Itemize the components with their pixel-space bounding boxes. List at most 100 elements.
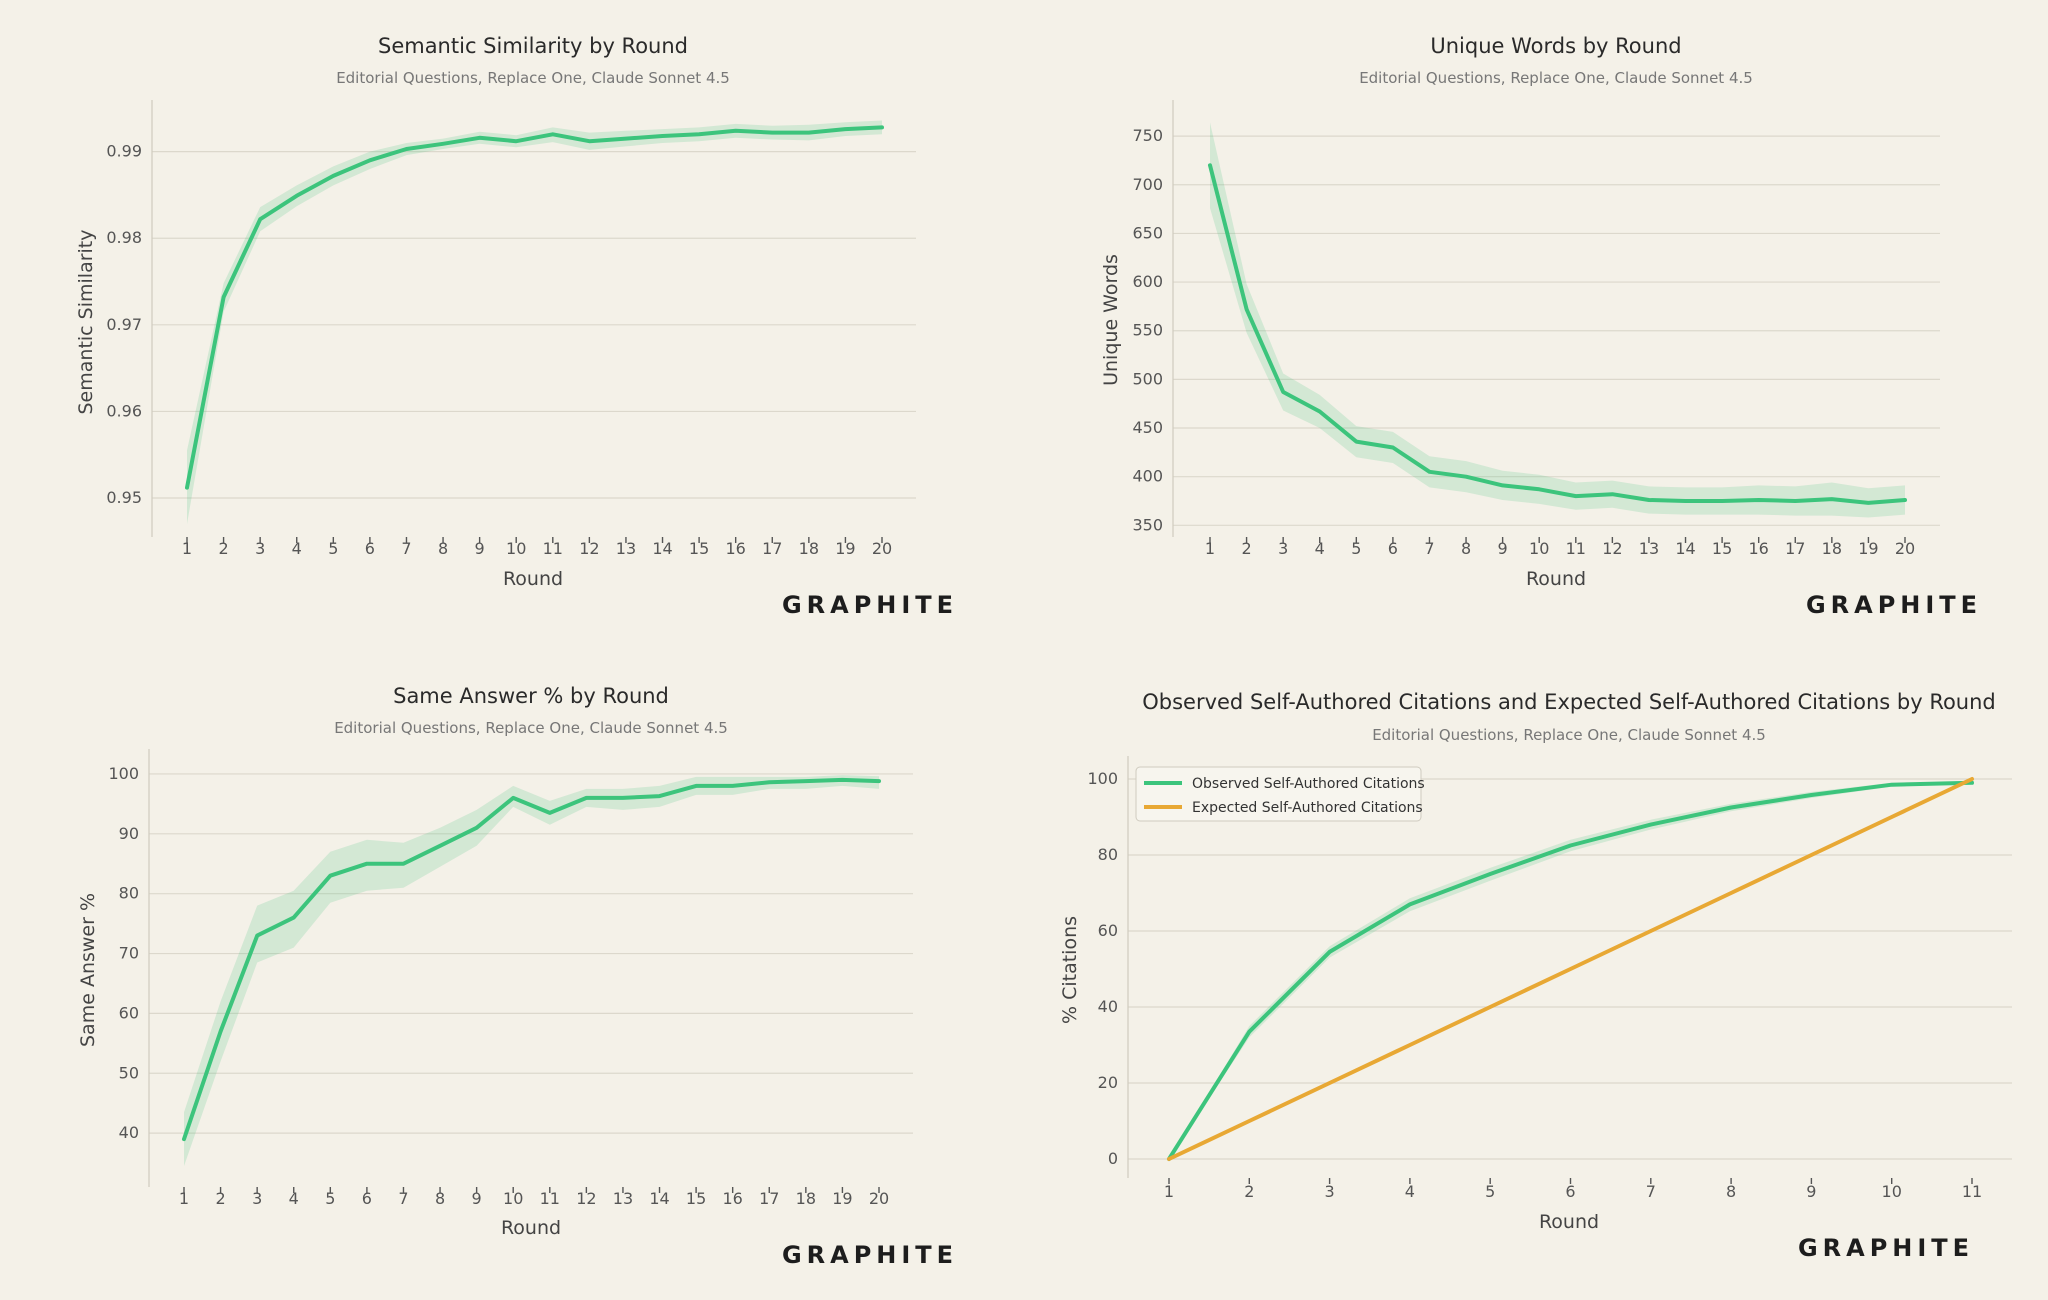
y-tick-label: 50 bbox=[119, 1063, 139, 1082]
chart-semantic-similarity: Semantic Similarity by Round Editorial Q… bbox=[75, 34, 953, 619]
y-tick-label: 0.99 bbox=[106, 142, 142, 161]
data-point bbox=[731, 784, 735, 788]
data-point bbox=[1568, 967, 1573, 971]
y-tick-label: 650 bbox=[1132, 223, 1163, 242]
y-tick-label: 0.98 bbox=[106, 228, 142, 247]
x-tick-label: 5 bbox=[1351, 539, 1361, 558]
data-point bbox=[1464, 475, 1468, 479]
data-point bbox=[1647, 498, 1651, 502]
data-point bbox=[1568, 843, 1573, 848]
x-tick-label: 1 bbox=[179, 1189, 189, 1208]
x-tick-label: 17 bbox=[1785, 539, 1805, 558]
x-tick-label: 2 bbox=[218, 539, 228, 558]
data-point bbox=[1720, 499, 1724, 503]
y-tick-label: 20 bbox=[1098, 1073, 1118, 1092]
data-point bbox=[1809, 853, 1813, 857]
data-point bbox=[295, 194, 299, 198]
plot-area: 0 20 40 60 80 100 1 2 3 4 5 6 7 8 9 10 11 bbox=[1087, 756, 2012, 1201]
x-tick-label: 14 bbox=[1675, 539, 1695, 558]
data-point bbox=[1866, 501, 1871, 505]
x-tick-label: 20 bbox=[1895, 539, 1915, 558]
x-tick-label: 20 bbox=[869, 1189, 889, 1208]
x-tick-label: 8 bbox=[1461, 539, 1471, 558]
data-point bbox=[1970, 781, 1974, 785]
data-point bbox=[804, 779, 808, 783]
data-point bbox=[514, 139, 518, 143]
data-point bbox=[1247, 1030, 1251, 1034]
data-point bbox=[1247, 1119, 1251, 1123]
data-point bbox=[221, 295, 226, 299]
data-point bbox=[877, 779, 881, 783]
x-tick-label: 1 bbox=[1205, 539, 1215, 558]
x-tick-label: 5 bbox=[1485, 1182, 1495, 1201]
x-tick-label: 4 bbox=[1405, 1182, 1415, 1201]
x-tick-label: 16 bbox=[726, 539, 746, 558]
x-tick-label: 9 bbox=[1498, 539, 1508, 558]
x-tick-label: 12 bbox=[576, 1189, 596, 1208]
x-tick-label: 3 bbox=[1325, 1182, 1335, 1201]
data-point bbox=[328, 874, 332, 878]
confidence-band bbox=[184, 775, 879, 1166]
y-tick-label: 60 bbox=[1098, 921, 1118, 940]
x-tick-label: 5 bbox=[328, 539, 338, 558]
legend: Observed Self-Authored Citations Expecte… bbox=[1135, 766, 1425, 822]
data-point bbox=[1757, 498, 1761, 502]
legend-label-expected: Expected Self-Authored Citations bbox=[1192, 800, 1423, 816]
data-point bbox=[587, 139, 591, 143]
chart-subtitle: Editorial Questions, Replace One, Claude… bbox=[336, 69, 730, 87]
x-tick-label: 20 bbox=[872, 539, 892, 558]
series-line-primary bbox=[185, 125, 884, 490]
x-tick-label: 6 bbox=[1565, 1182, 1575, 1201]
y-tick-label: 0.97 bbox=[106, 315, 142, 334]
x-tick-label: 11 bbox=[1962, 1182, 1982, 1201]
confidence-band bbox=[1210, 122, 1905, 518]
x-tick-label: 1 bbox=[1164, 1182, 1174, 1201]
y-tick-label: 90 bbox=[119, 824, 139, 843]
x-tick-label: 9 bbox=[472, 1189, 482, 1208]
x-tick-label: 10 bbox=[1529, 539, 1549, 558]
y-tick-label: 600 bbox=[1132, 272, 1163, 291]
y-axis-label: % Citations bbox=[1059, 916, 1081, 1024]
confidence-band bbox=[187, 120, 882, 524]
x-tick-label: 18 bbox=[799, 539, 819, 558]
y-tick-label: 500 bbox=[1132, 369, 1163, 388]
data-point bbox=[1649, 929, 1653, 933]
x-tick-label: 7 bbox=[1424, 539, 1434, 558]
x-tick-label: 14 bbox=[649, 1189, 669, 1208]
plot-area: 0.950.960.970.980.991 2 3 4 5 6 7 8 9 10 11 12 13 14 1… bbox=[106, 100, 916, 558]
x-tick-label: 11 bbox=[1566, 539, 1586, 558]
data-point bbox=[840, 778, 845, 782]
data-point bbox=[624, 137, 628, 141]
y-tick-label: 70 bbox=[119, 944, 139, 963]
y-tick-label: 0.96 bbox=[106, 401, 142, 420]
x-tick-label: 9 bbox=[475, 539, 485, 558]
x-tick-label: 10 bbox=[503, 1189, 523, 1208]
data-point bbox=[697, 132, 701, 136]
data-point bbox=[694, 784, 698, 788]
x-tick-label: 6 bbox=[1388, 539, 1398, 558]
x-tick-label: 2 bbox=[1244, 1182, 1254, 1201]
x-tick-label: 3 bbox=[252, 1189, 262, 1208]
data-point bbox=[1890, 783, 1894, 787]
data-point bbox=[1408, 1043, 1412, 1047]
x-tick-label: 10 bbox=[1882, 1182, 1902, 1201]
x-tick-label: 5 bbox=[325, 1189, 335, 1208]
y-tick-label: 80 bbox=[1098, 845, 1118, 864]
y-tick-label: 550 bbox=[1132, 321, 1163, 340]
x-axis-label: Round bbox=[501, 1217, 561, 1239]
data-point bbox=[331, 174, 335, 178]
x-tick-label: 4 bbox=[289, 1189, 299, 1208]
data-point bbox=[1729, 805, 1733, 810]
x-axis-label: Round bbox=[503, 568, 563, 590]
data-point bbox=[292, 916, 296, 920]
x-tick-label: 10 bbox=[506, 539, 526, 558]
data-point bbox=[767, 780, 771, 784]
data-point bbox=[1683, 499, 1688, 503]
x-tick-label: 15 bbox=[689, 539, 709, 558]
x-tick-label: 11 bbox=[540, 1189, 560, 1208]
data-point bbox=[185, 486, 189, 490]
data-point bbox=[1574, 494, 1578, 498]
chart-subtitle: Editorial Questions, Replace One, Claude… bbox=[1359, 69, 1753, 87]
x-tick-label: 4 bbox=[1315, 539, 1325, 558]
